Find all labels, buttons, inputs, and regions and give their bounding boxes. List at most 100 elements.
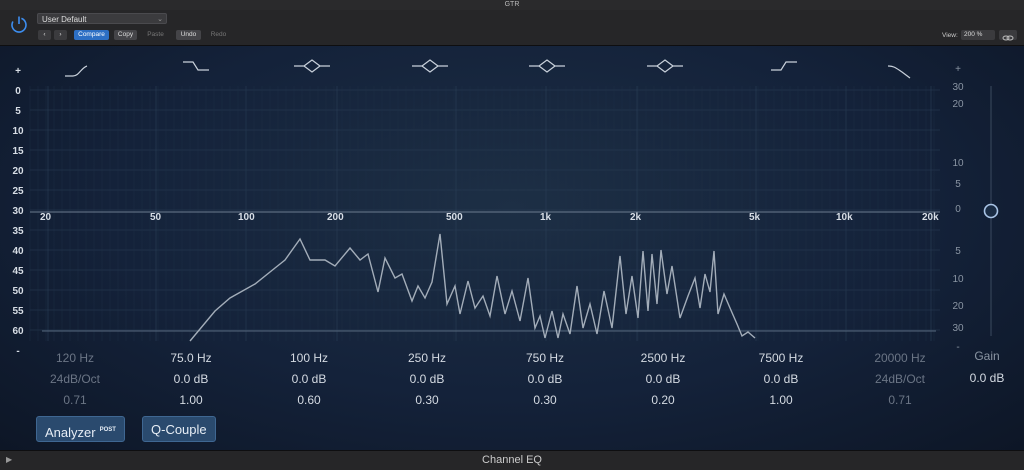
band-freq-value[interactable]: 20000 Hz — [874, 351, 926, 365]
db-scale-label: 0 — [15, 86, 21, 97]
db-scale-label: 60 — [12, 326, 24, 337]
band-freq-value[interactable]: 120 Hz — [55, 351, 95, 365]
window-title: GTR — [504, 1, 520, 8]
compare-button[interactable]: Compare — [74, 30, 109, 40]
gain-scale-label: 10 — [952, 158, 964, 169]
db-scale-label: + — [15, 66, 21, 77]
band-q-value[interactable]: 0.20 — [651, 393, 675, 407]
band-freq-value[interactable]: 7500 Hz — [758, 351, 804, 365]
peak-icon[interactable] — [412, 59, 448, 73]
band-q-value[interactable]: 0.60 — [297, 393, 321, 407]
band-gain-value[interactable]: 0.0 dB — [527, 372, 563, 386]
link-icon[interactable] — [999, 30, 1017, 41]
db-scale-label: 45 — [12, 266, 24, 277]
disclosure-icon[interactable]: ▶ — [6, 455, 13, 464]
back-icon[interactable]: ‹ — [38, 30, 51, 40]
gain-scale-label: 30 — [952, 323, 964, 334]
freq-label: 1k — [540, 212, 552, 223]
gain-scale-label: 30 — [952, 82, 964, 93]
forward-icon[interactable]: › — [54, 30, 67, 40]
copy-button[interactable]: Copy — [114, 30, 137, 40]
freq-label: 10k — [836, 212, 853, 223]
gain-scale-label: 20 — [952, 99, 964, 110]
band-8-params: 20000 Hz 24dB/Oct 0.71 — [845, 348, 955, 411]
band-1-params: 120 Hz 24dB/Oct 0.71 — [20, 348, 130, 411]
db-scale-label: 25 — [12, 186, 24, 197]
plugin-header: User Default ⌄ ‹ › Compare Copy Paste Un… — [0, 10, 1024, 46]
band-gain-value[interactable]: 24dB/Oct — [874, 372, 926, 386]
band-5-params: 750 Hz 0.0 dB 0.30 — [490, 348, 600, 411]
analyzer-button[interactable]: Analyzer POST — [36, 416, 125, 442]
db-scale-label: 50 — [12, 286, 24, 297]
db-scale-label: 5 — [15, 106, 21, 117]
freq-label: 100 — [238, 212, 255, 223]
preset-menu[interactable]: User Default ⌄ — [37, 13, 167, 24]
band-freq-value[interactable]: 750 Hz — [525, 351, 565, 365]
peak-icon[interactable] — [647, 59, 683, 73]
view-label: View: — [942, 32, 958, 39]
power-icon[interactable] — [9, 14, 29, 34]
db-scale-label: 15 — [12, 146, 24, 157]
chevron-down-icon: ⌄ — [157, 16, 163, 23]
plugin-name: Channel EQ — [482, 454, 542, 466]
freq-label: 200 — [327, 212, 344, 223]
gain-knob[interactable] — [983, 203, 999, 219]
gain-scale-label: 5 — [955, 246, 961, 257]
gain-scale-label: 10 — [952, 274, 964, 285]
band-freq-value[interactable]: 250 Hz — [407, 351, 447, 365]
freq-label: 2k — [630, 212, 642, 223]
band-3-params: 100 Hz 0.0 dB 0.60 — [254, 348, 364, 411]
db-scale-label: 40 — [12, 246, 24, 257]
paste-button[interactable]: Paste — [147, 31, 164, 38]
gain-slider[interactable] — [983, 86, 999, 336]
band-gain-value[interactable]: 0.0 dB — [409, 372, 445, 386]
band-q-value[interactable]: 0.30 — [533, 393, 557, 407]
band-freq-value[interactable]: 75.0 Hz — [170, 351, 212, 365]
band-q-value[interactable]: 0.71 — [63, 393, 87, 407]
lowpass-icon[interactable] — [887, 65, 911, 79]
zoom-menu[interactable]: 200 % — [961, 30, 995, 40]
db-scale-label: 10 — [12, 126, 24, 137]
freq-label: 500 — [446, 212, 463, 223]
gain-scale-label: + — [955, 64, 961, 75]
highpass-icon[interactable] — [65, 65, 88, 77]
band-type-icons — [65, 59, 911, 79]
gain-scale-label: 20 — [952, 301, 964, 312]
band-q-value[interactable]: 1.00 — [769, 393, 793, 407]
band-q-value[interactable]: 0.30 — [415, 393, 439, 407]
redo-button[interactable]: Redo — [210, 31, 227, 38]
gain-label: Gain — [974, 349, 1000, 363]
band-q-value[interactable]: 1.00 — [179, 393, 203, 407]
zoom-value: 200 % — [964, 31, 983, 38]
footer-bar: ▶ Channel EQ — [0, 450, 1024, 470]
gain-value: 0.0 dB — [969, 371, 1005, 385]
freq-label: 50 — [150, 212, 162, 223]
eq-panel: 20 50 100 200 500 1k 2k 5k 10k 20k +0 5 10 15 20 25 30 35… — [0, 46, 1024, 450]
band-freq-value[interactable]: 100 Hz — [289, 351, 329, 365]
analyzer-post-badge: POST — [99, 427, 116, 433]
peak-icon[interactable] — [294, 59, 330, 73]
db-scale-label: 20 — [12, 166, 24, 177]
lowshelf-icon[interactable] — [183, 61, 209, 71]
eq-graph[interactable] — [0, 46, 1024, 450]
band-gain-value[interactable]: 24dB/Oct — [49, 372, 101, 386]
analyzer-label: Analyzer — [45, 425, 96, 440]
band-gain-value[interactable]: 0.0 dB — [645, 372, 681, 386]
band-gain-value[interactable]: 0.0 dB — [763, 372, 799, 386]
q-couple-label: Q-Couple — [151, 422, 207, 437]
q-couple-button[interactable]: Q-Couple — [142, 416, 216, 442]
peak-icon[interactable] — [529, 59, 565, 73]
analyzer-spectrum — [189, 233, 756, 342]
band-q-value[interactable]: 0.71 — [888, 393, 912, 407]
band-gain-value[interactable]: 0.0 dB — [173, 372, 209, 386]
undo-button[interactable]: Undo — [176, 30, 201, 40]
gain-scale-label: - — [956, 342, 960, 353]
band-gain-value[interactable]: 0.0 dB — [291, 372, 327, 386]
freq-label: 5k — [749, 212, 761, 223]
highshelf-icon[interactable] — [771, 61, 797, 71]
band-4-params: 250 Hz 0.0 dB 0.30 — [372, 348, 482, 411]
band-freq-value[interactable]: 2500 Hz — [640, 351, 686, 365]
band-7-params: 7500 Hz 0.0 dB 1.00 — [726, 348, 836, 411]
gain-scale-label: 0 — [955, 204, 961, 215]
